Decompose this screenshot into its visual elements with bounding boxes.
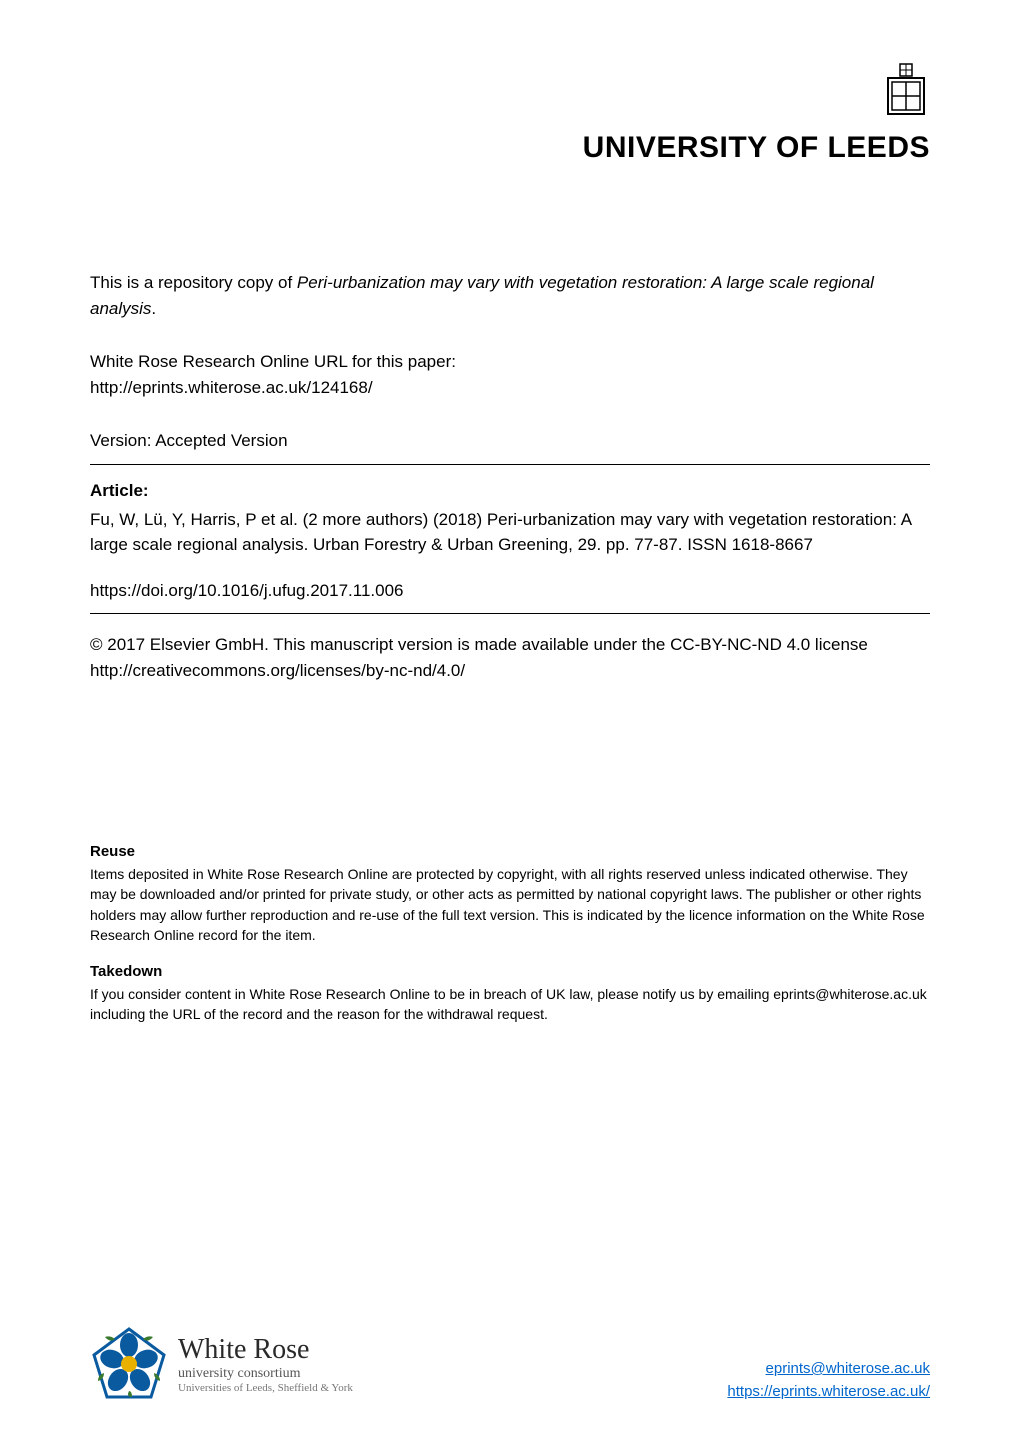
whiterose-logo-block: White Rose university consortium Univers… bbox=[90, 1325, 353, 1403]
divider-rule-top bbox=[90, 464, 930, 465]
university-name: UNIVERSITY OF LEEDS bbox=[583, 131, 930, 165]
article-heading: Article: bbox=[90, 481, 930, 501]
intro-suffix: . bbox=[151, 299, 156, 318]
whiterose-logo-text: White Rose university consortium Univers… bbox=[178, 1334, 353, 1394]
reuse-heading: Reuse bbox=[90, 843, 930, 860]
version-line: Version: Accepted Version bbox=[90, 428, 930, 454]
repository-intro: This is a repository copy of Peri-urbani… bbox=[90, 270, 930, 321]
whiterose-title: White Rose bbox=[178, 1334, 353, 1366]
university-logo-block: UNIVERSITY OF LEEDS bbox=[583, 60, 930, 165]
article-doi: https://doi.org/10.1016/j.ufug.2017.11.0… bbox=[90, 578, 930, 604]
url-block: White Rose Research Online URL for this … bbox=[90, 349, 930, 400]
whiterose-subtitle2: Universities of Leeds, Sheffield & York bbox=[178, 1382, 353, 1394]
takedown-heading: Takedown bbox=[90, 963, 930, 980]
page: UNIVERSITY OF LEEDS This is a repository… bbox=[0, 0, 1020, 1443]
article-citation: Fu, W, Lü, Y, Harris, P et al. (2 more a… bbox=[90, 507, 930, 558]
page-footer: White Rose university consortium Univers… bbox=[90, 1325, 930, 1403]
main-content: This is a repository copy of Peri-urbani… bbox=[90, 270, 930, 1025]
reuse-text: Items deposited in White Rose Research O… bbox=[90, 864, 930, 945]
footer-links: eprints@whiterose.ac.uk https://eprints.… bbox=[727, 1358, 930, 1403]
divider-rule-bottom bbox=[90, 613, 930, 614]
takedown-text: If you consider content in White Rose Re… bbox=[90, 984, 930, 1025]
url-label: White Rose Research Online URL for this … bbox=[90, 352, 456, 371]
license-text: © 2017 Elsevier GmbH. This manuscript ve… bbox=[90, 632, 930, 683]
whiterose-rose-icon bbox=[90, 1325, 168, 1403]
footer-site-link[interactable]: https://eprints.whiterose.ac.uk/ bbox=[727, 1383, 930, 1400]
leeds-crest-icon bbox=[882, 60, 930, 120]
paper-url: http://eprints.whiterose.ac.uk/124168/ bbox=[90, 378, 373, 397]
intro-prefix: This is a repository copy of bbox=[90, 273, 297, 292]
whiterose-subtitle1: university consortium bbox=[178, 1366, 353, 1382]
footer-email-link[interactable]: eprints@whiterose.ac.uk bbox=[766, 1360, 930, 1377]
